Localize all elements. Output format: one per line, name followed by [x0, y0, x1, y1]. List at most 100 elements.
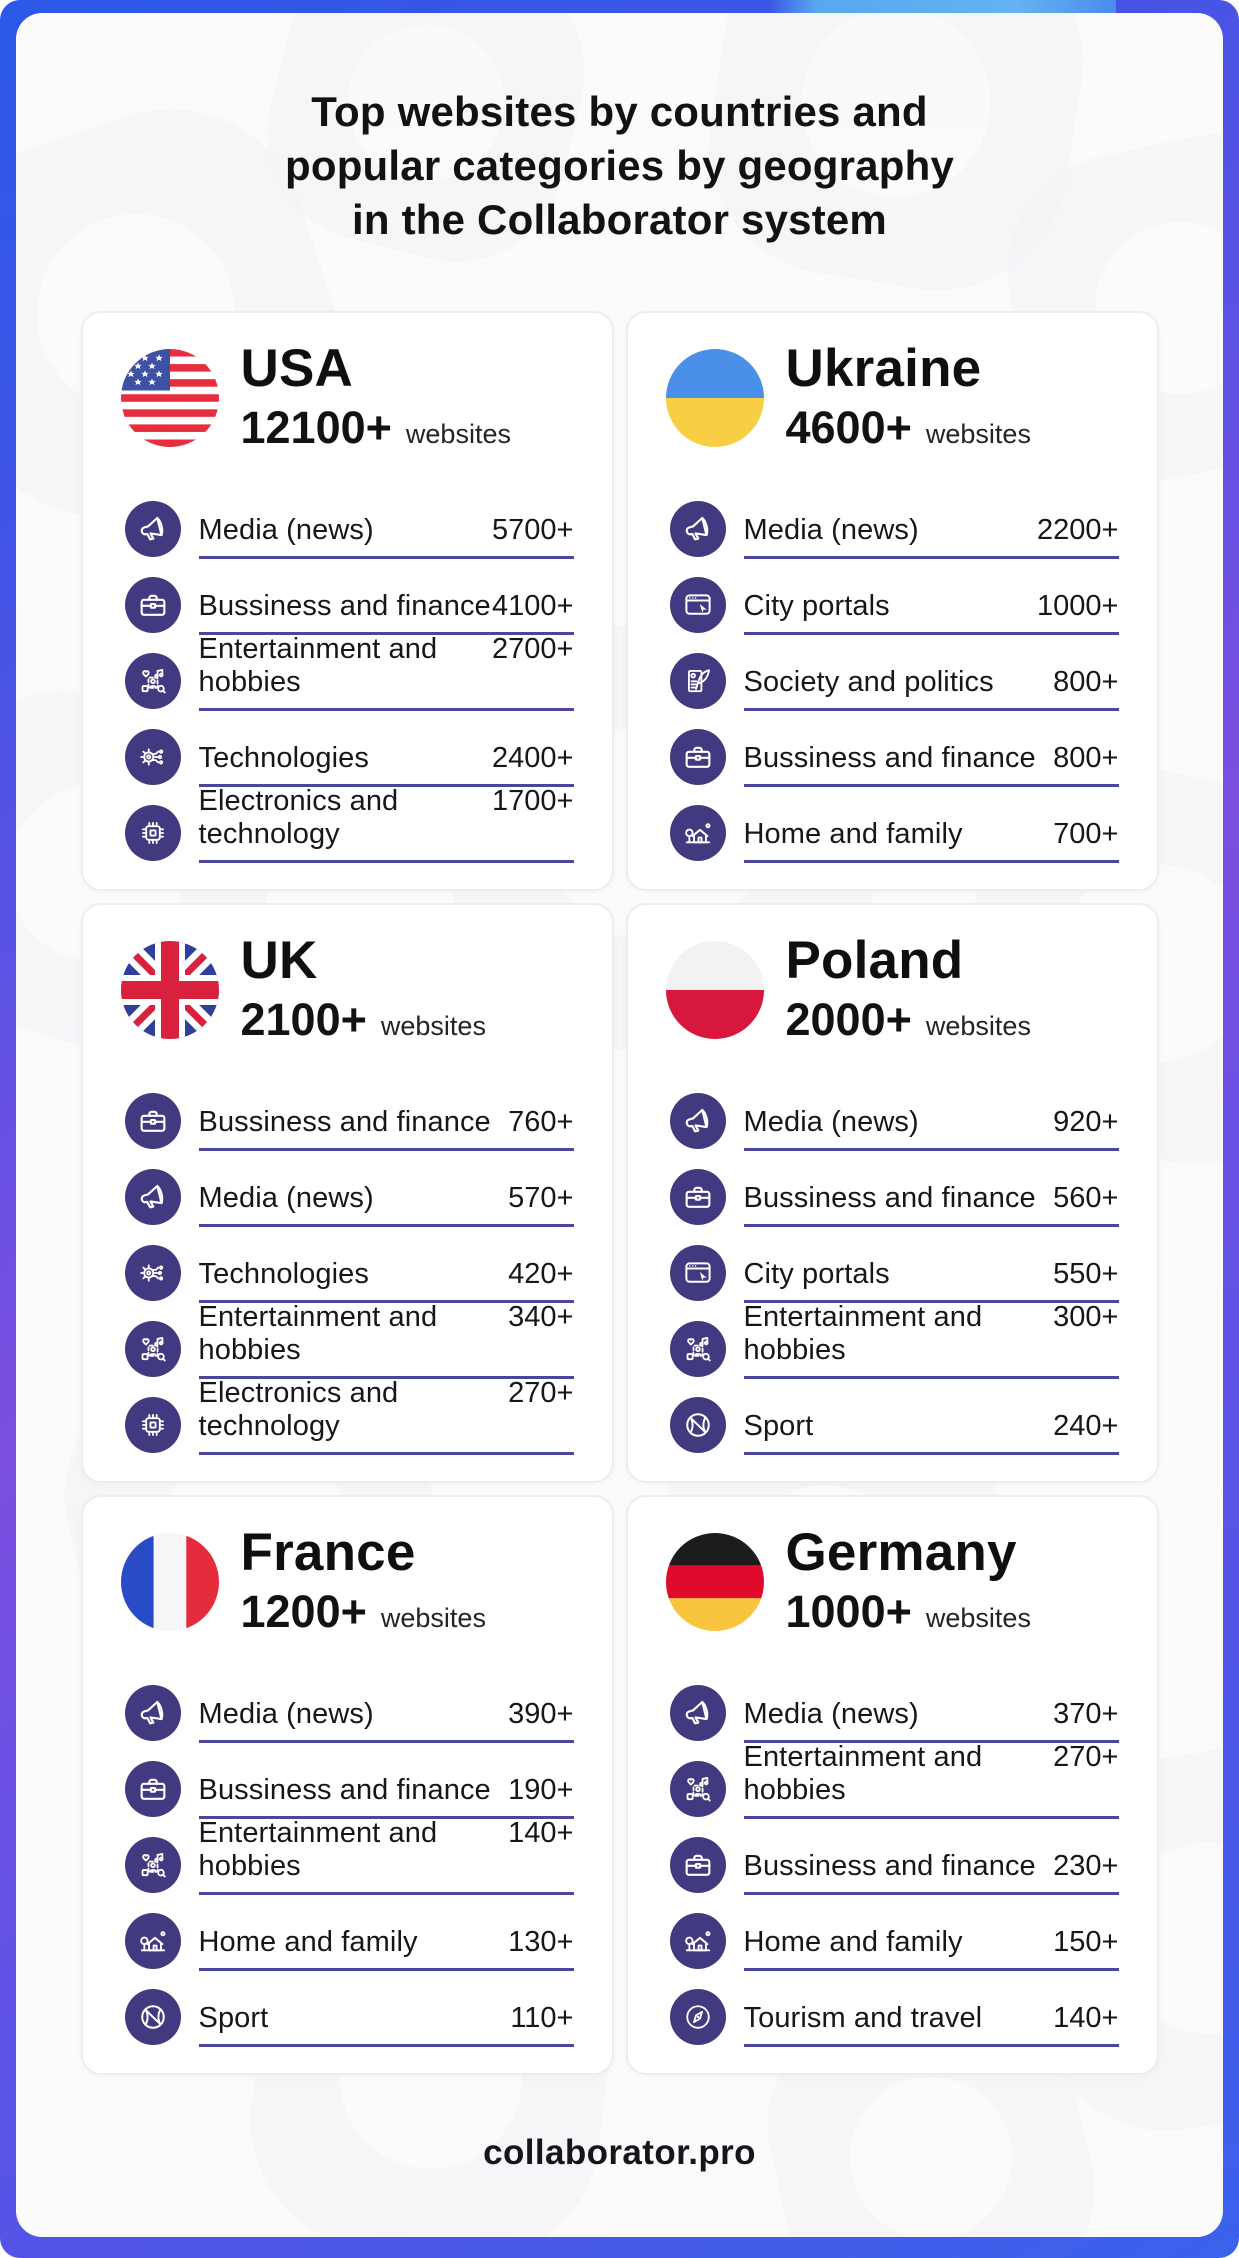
briefcase-icon [681, 740, 715, 774]
usa-flag-icon [120, 349, 219, 447]
category-value: 5700+ [492, 514, 574, 546]
websites-count: 1000+ [785, 1585, 912, 1637]
category-row: Tourism and travel 140+ [669, 1987, 1119, 2047]
websites-count-line: 1200+ websites [241, 1586, 486, 1638]
basketball-icon [136, 2000, 170, 2034]
category-icon-circle [669, 1245, 726, 1301]
category-row: Media (news) 390+ [124, 1683, 574, 1743]
category-label: City portals [743, 590, 890, 622]
category-row: Media (news) 570+ [124, 1167, 574, 1227]
category-value: 920+ [1053, 1106, 1119, 1138]
card-header: Ukraine 4600+ websites [665, 342, 1119, 453]
category-row: Bussiness and finance 800+ [669, 727, 1119, 787]
category-label: Home and family [198, 1926, 418, 1958]
category-list: Bussiness and finance 760+ Media (news) 57… [124, 1091, 574, 1455]
category-label: Bussiness and finance [198, 1106, 491, 1138]
category-row: Society and politics 800+ [669, 651, 1119, 711]
category-label: Bussiness and finance [743, 742, 1036, 774]
category-row: Sport 240+ [669, 1395, 1119, 1455]
megaphone-icon [681, 1104, 715, 1138]
category-icon-circle [124, 729, 181, 785]
websites-count-line: 1000+ websites [786, 1586, 1031, 1638]
france-flag-icon [120, 1533, 219, 1631]
card-header: Germany 1000+ websites [665, 1526, 1119, 1637]
category-icon-circle [669, 1913, 726, 1969]
category-label: Media (news) [743, 1106, 919, 1138]
category-label: Bussiness and finance [198, 590, 491, 622]
websites-count-line: 12100+ websites [241, 402, 511, 454]
category-value: 130+ [508, 1926, 574, 1958]
category-icon-circle [669, 1685, 726, 1741]
category-value: 140+ [508, 1817, 574, 1849]
society-politics-icon [681, 664, 715, 698]
megaphone-icon [136, 1696, 170, 1730]
category-row: Bussiness and finance 4100+ [124, 575, 574, 635]
card-header-text: USA 12100+ websites [241, 342, 511, 453]
category-row: Entertainment and hobbies 270+ [669, 1741, 1119, 1819]
category-label: Electronics and technology [198, 1377, 399, 1442]
category-label: Entertainment and hobbies [743, 1301, 983, 1366]
category-value: 300+ [1053, 1301, 1119, 1333]
entertainment-icon [681, 1772, 715, 1806]
country-card-uk: UK 2100+ websites Bussiness and finance 7… [80, 903, 614, 1483]
category-label: Technologies [198, 1258, 369, 1290]
websites-suffix: websites [405, 418, 511, 449]
card-header-text: UK 2100+ websites [241, 934, 486, 1045]
country-name: Poland [785, 931, 964, 991]
category-list: Media (news) 920+ Bussiness and finance 56… [669, 1091, 1119, 1455]
category-label: Bussiness and finance [743, 1182, 1036, 1214]
category-row: Home and family 150+ [669, 1911, 1119, 1971]
category-value: 270+ [508, 1377, 574, 1409]
card-header-text: France 1200+ websites [241, 1526, 486, 1637]
card-header-text: Germany 1000+ websites [786, 1526, 1031, 1637]
category-label: Bussiness and finance [743, 1850, 1036, 1882]
category-value: 700+ [1053, 818, 1119, 850]
megaphone-icon [681, 1696, 715, 1730]
category-label: Entertainment and hobbies [198, 633, 438, 698]
category-row: Entertainment and hobbies 340+ [124, 1301, 574, 1379]
category-label: Media (news) [743, 514, 919, 546]
websites-count: 2000+ [785, 993, 912, 1045]
category-label: Sport [743, 1410, 814, 1442]
category-value: 150+ [1053, 1926, 1119, 1958]
websites-suffix: websites [380, 1010, 486, 1041]
category-value: 240+ [1053, 1410, 1119, 1442]
card-header-text: Ukraine 4600+ websites [786, 342, 1031, 453]
frame-cyan-strip [768, 0, 1116, 15]
category-icon-circle [669, 1321, 726, 1377]
category-value: 4100+ [492, 590, 574, 622]
category-value: 370+ [1053, 1698, 1119, 1730]
category-label: Bussiness and finance [198, 1774, 491, 1806]
category-value: 800+ [1053, 742, 1119, 774]
websites-suffix: websites [925, 1010, 1031, 1041]
category-row: Entertainment and hobbies 140+ [124, 1817, 574, 1895]
card-header: Poland 2000+ websites [665, 934, 1119, 1045]
category-label: Electronics and technology [198, 785, 399, 850]
websites-count: 2100+ [240, 993, 367, 1045]
websites-suffix: websites [925, 418, 1031, 449]
briefcase-icon [136, 1104, 170, 1138]
chip-icon [136, 816, 170, 850]
megaphone-icon [136, 512, 170, 546]
country-name: UK [240, 931, 318, 991]
category-row: Home and family 130+ [124, 1911, 574, 1971]
category-label: Media (news) [198, 514, 374, 546]
category-icon-circle [124, 1837, 181, 1893]
category-row: Media (news) 2200+ [669, 499, 1119, 559]
category-icon-circle [124, 805, 181, 861]
uk-flag-icon [120, 941, 219, 1039]
websites-suffix: websites [380, 1602, 486, 1633]
category-icon-circle [124, 1169, 181, 1225]
category-row: Electronics and technology 1700+ [124, 785, 574, 863]
tech-gear-icon [136, 740, 170, 774]
category-value: 1000+ [1037, 590, 1119, 622]
category-row: City portals 1000+ [669, 575, 1119, 635]
category-icon-circle [124, 501, 181, 557]
category-label: Media (news) [743, 1698, 919, 1730]
category-list: Media (news) 370+ Entertainment and hobbi… [669, 1683, 1119, 2047]
category-icon-circle [669, 1761, 726, 1817]
category-row: City portals 550+ [669, 1243, 1119, 1303]
entertainment-icon [136, 664, 170, 698]
category-value: 2400+ [492, 742, 574, 774]
